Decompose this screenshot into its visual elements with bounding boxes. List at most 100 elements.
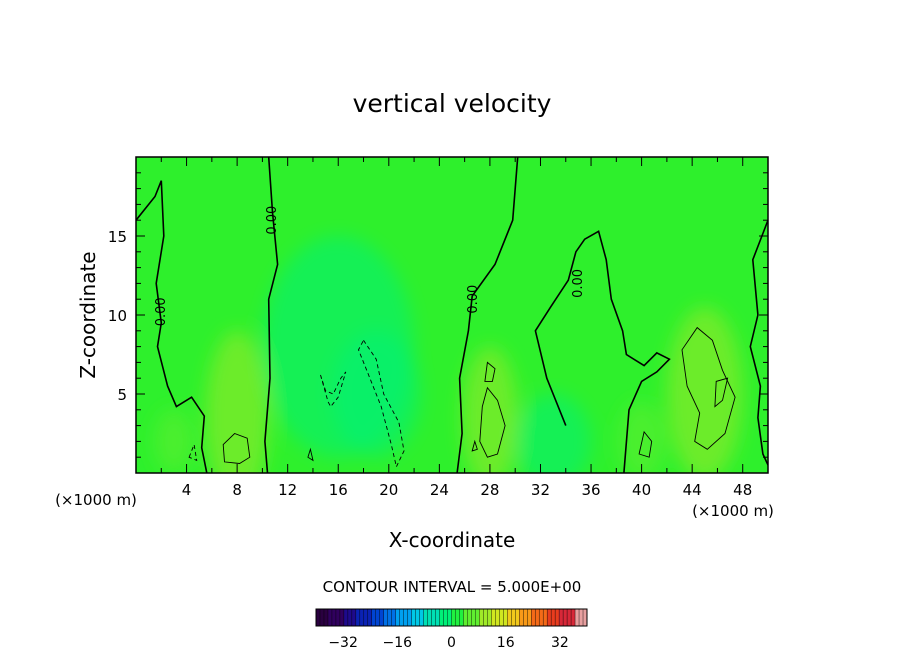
colorbar-swatch (439, 608, 445, 627)
colorbar-tick-labels: −32 −16 0 16 32 (328, 635, 568, 651)
y-tick-label: 5 (117, 386, 127, 404)
colorbar-swatch (347, 608, 353, 627)
colorbar-swatch (471, 608, 476, 627)
colorbar-swatch (491, 608, 496, 627)
colorbar-swatch (403, 608, 409, 627)
colorbar-swatch (503, 608, 508, 627)
positive-contour (714, 377, 729, 408)
colorbar-swatch (447, 608, 453, 627)
x-tick-label: 32 (531, 481, 550, 499)
colorbar-swatch (511, 608, 516, 627)
colorbar-swatch (323, 608, 329, 627)
x-tick-label: 24 (430, 481, 449, 499)
x-tick-label: 36 (581, 481, 600, 499)
contour-interval-text: CONTOUR INTERVAL = 5.000E+00 (323, 578, 582, 596)
colorbar-swatch (523, 608, 528, 627)
x-tick-label: 4 (182, 481, 192, 499)
colorbar-swatch (431, 608, 437, 627)
contour-label: 0.00 (466, 285, 481, 314)
colorbar-swatch (479, 608, 484, 627)
colorbar-swatch (319, 608, 325, 627)
x-tick-label: 12 (278, 481, 297, 499)
contour-label: 0.00 (265, 206, 280, 235)
zero-contour (264, 157, 279, 473)
colorbar-swatch (335, 608, 341, 627)
x-axis-ticks: 4 8 12 16 20 24 28 32 36 40 44 48 (160, 157, 752, 499)
plot-area: 0.00 0.00 0.00 0.00 (136, 157, 768, 473)
colorbar-swatch (383, 608, 389, 627)
x-tick-label: 16 (329, 481, 348, 499)
y-tick-label: 15 (108, 228, 127, 246)
colorbar-tick-label: 0 (447, 635, 456, 651)
colorbar-swatch (467, 608, 472, 627)
field-blob (462, 346, 518, 473)
contour-label: 0.00 (571, 269, 586, 298)
colorbar-swatch (355, 608, 361, 627)
colorbar-swatch (379, 608, 385, 627)
colorbar-swatch (542, 608, 548, 627)
field-blob (666, 307, 743, 473)
colorbar-swatch (562, 608, 568, 627)
contour-labels: 0.00 0.00 0.00 0.00 (154, 206, 586, 327)
colorbar-swatch (455, 608, 460, 627)
colorbar-swatch (411, 608, 417, 627)
x-tick-label: 44 (683, 481, 702, 499)
colorbar-swatch (451, 608, 456, 627)
colorbar-swatch (499, 608, 504, 627)
field-blob (515, 394, 592, 473)
y-axis-ticks: 5 10 15 (108, 172, 768, 458)
colorbar-swatch (395, 608, 401, 627)
chart-title: vertical velocity (353, 89, 552, 118)
colorbar-swatch (315, 608, 321, 627)
colorbar-swatch (443, 608, 449, 627)
colorbar-swatch (554, 608, 560, 627)
x-unit-left: (×1000 m) (55, 491, 137, 509)
negative-contour (320, 371, 347, 408)
colorbar-swatch (527, 608, 532, 627)
colorbar-swatch (558, 608, 564, 627)
zero-contour (456, 157, 519, 473)
colorbar-swatch (483, 608, 488, 627)
colorbar-swatch (531, 608, 536, 627)
colorbar-swatch (339, 608, 345, 627)
field-blob (205, 330, 269, 473)
zero-contour (136, 180, 208, 473)
colorbar-swatch (391, 608, 397, 627)
colorbar-swatch (435, 608, 441, 627)
positive-contour (307, 447, 314, 462)
colorbar-tick-label: −16 (383, 635, 413, 651)
colorbar-swatch (399, 608, 405, 627)
zero-contour (749, 219, 768, 466)
field-shading (154, 236, 743, 473)
x-tick-label: 48 (733, 481, 752, 499)
colorbar-swatch (331, 608, 337, 627)
y-tick-label: 10 (108, 307, 127, 325)
colorbar-swatch (507, 608, 512, 627)
colorbar-swatch (415, 608, 421, 627)
colorbar-swatch (578, 608, 584, 627)
colorbar-tick-label: 32 (551, 635, 569, 651)
field-blob (154, 409, 193, 473)
colorbar-swatch (427, 608, 433, 627)
colorbar-swatch (359, 608, 365, 627)
positive-contour (222, 432, 251, 464)
x-tick-label: 40 (632, 481, 651, 499)
colorbar-swatch (546, 608, 552, 627)
contour-lines (136, 157, 768, 473)
colorbar-swatch (363, 608, 369, 627)
colorbar-swatch (515, 608, 520, 627)
colorbar-swatch (475, 608, 480, 627)
zero-contour (534, 230, 671, 473)
colorbar-swatch (375, 608, 381, 627)
x-axis-label: X-coordinate (389, 528, 516, 552)
colorbar-swatch (387, 608, 393, 627)
contour-label: 0.00 (154, 297, 169, 326)
field-blob (262, 236, 415, 458)
x-tick-label: 8 (232, 481, 242, 499)
colorbar-swatch (538, 608, 544, 627)
colorbar-frame (315, 608, 588, 627)
colorbar-swatch (495, 608, 500, 627)
colorbar-swatch (351, 608, 357, 627)
positive-contour (471, 439, 478, 452)
positive-contour (681, 326, 736, 450)
